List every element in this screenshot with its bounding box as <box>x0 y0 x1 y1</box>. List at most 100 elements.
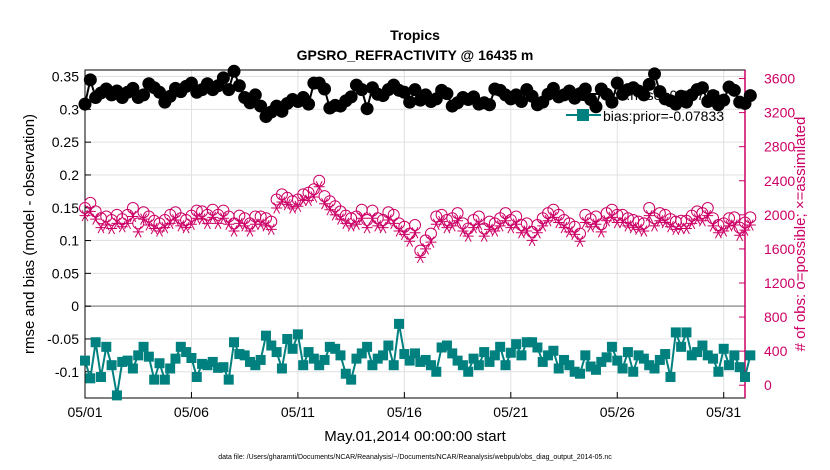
bias-point <box>404 355 415 366</box>
grid <box>84 70 745 398</box>
obs-possible-point <box>382 206 395 219</box>
bias-point <box>644 360 655 371</box>
bias-point <box>612 355 623 366</box>
obs-assimilated-point <box>649 220 661 232</box>
obs-assimilated-point <box>537 220 549 232</box>
bias-point <box>660 349 671 360</box>
obs-assimilated-point <box>515 226 527 239</box>
bias-point <box>415 356 426 367</box>
bias-point <box>692 347 703 358</box>
y2-tick-label: 2800 <box>764 139 795 155</box>
obs-assimilated-point <box>728 219 740 231</box>
x-tick-label: 05/01 <box>67 404 102 420</box>
obs-assimilated-point <box>308 191 320 203</box>
chart-title: Tropics <box>390 27 440 43</box>
obs-assimilated-point <box>420 243 432 255</box>
obs-possible-point <box>366 204 379 217</box>
obs-assimilated-point <box>329 209 341 221</box>
y2-tick-label: 2400 <box>764 173 795 189</box>
bias-point <box>197 358 208 369</box>
bias-point <box>729 350 740 361</box>
y-tick-label: 0.2 <box>60 167 80 183</box>
bias-point <box>356 348 367 359</box>
obs-assimilated-point <box>255 218 267 230</box>
obs-possible-point <box>728 211 741 224</box>
obs-assimilated-point <box>595 226 607 238</box>
bias-point <box>271 347 282 358</box>
obs-assimilated-point <box>404 235 416 247</box>
footer-data-file: data file: /Users/gharamti/Documents/NCA… <box>218 454 612 461</box>
obs-possible-point <box>472 210 485 223</box>
bias-point <box>676 341 687 352</box>
bias-point <box>287 343 298 354</box>
y2-tick-label: 1600 <box>764 241 795 257</box>
rmse-point <box>318 82 332 96</box>
obs-possible-point <box>701 202 714 215</box>
obs-possible-point <box>190 204 203 217</box>
obs-assimilated-point <box>606 211 618 224</box>
bias-point <box>457 360 468 371</box>
obs-possible-point <box>653 207 666 220</box>
bias-point <box>436 342 447 353</box>
rmse-point <box>610 76 624 90</box>
rmse-point <box>403 95 417 109</box>
bias-point <box>441 340 452 351</box>
x-axis-ticks: 05/01 05/06 05/11 05/16 05/21 05/26 05/31 <box>67 392 741 420</box>
bias-point <box>340 368 351 379</box>
obs-assimilated-point <box>452 215 464 227</box>
y2-tick-label: 1200 <box>764 275 795 291</box>
obs-assimilated-point <box>319 198 331 210</box>
bias-point <box>319 354 330 365</box>
rmse-point <box>440 87 454 101</box>
y2-tick-label: 400 <box>764 343 788 359</box>
rmse-point <box>717 93 731 107</box>
bias-point <box>367 360 378 371</box>
obs-assimilated-point <box>212 217 224 230</box>
bias-point <box>590 364 601 375</box>
obs-assimilated-point <box>499 215 511 227</box>
bias-point <box>489 350 500 361</box>
bias-point <box>383 340 394 351</box>
y-tick-label: 0.15 <box>52 200 79 216</box>
bias-point <box>223 374 234 385</box>
bias-point <box>543 350 554 361</box>
obs-assimilated-point <box>313 180 325 193</box>
obs-assimilated-point <box>553 216 565 229</box>
bias-point <box>622 347 633 358</box>
obs-assimilated-point <box>744 219 756 231</box>
obs-assimilated-point <box>712 226 724 239</box>
obs-assimilated-point <box>132 226 144 238</box>
bias-point <box>133 350 144 361</box>
obs-possible-point <box>643 202 656 215</box>
obs-possible-point <box>691 205 704 218</box>
rmse-point <box>302 97 316 111</box>
y2-axis-label: # of obs: o=possible; ×=assimilated <box>792 117 809 352</box>
rmse-point <box>344 90 358 104</box>
bias-point <box>553 363 564 374</box>
bias-point <box>718 343 729 354</box>
bias-point <box>138 341 149 352</box>
x-tick-label: 05/06 <box>174 404 209 420</box>
obs-assimilated-point <box>324 203 336 216</box>
y2-axis-ticks: 0 400 800 1200 1600 2000 2400 2800 3200 3600 <box>739 70 795 398</box>
bias-point <box>234 349 245 360</box>
x-tick-label: 05/16 <box>387 404 422 420</box>
bias-point <box>708 353 719 364</box>
bias-point <box>564 360 575 371</box>
obs-assimilated-point <box>484 223 496 236</box>
obs-assimilated-point <box>271 202 283 214</box>
obs-assimilated-point <box>643 209 655 222</box>
obs-assimilated-point <box>350 218 362 230</box>
bias-point <box>372 353 383 364</box>
bias-point <box>191 372 202 383</box>
obs-assimilated-point <box>569 228 581 241</box>
bias-point <box>260 330 271 341</box>
bias-point <box>580 350 591 361</box>
bias-point <box>724 360 735 371</box>
y2-tick-label: 2000 <box>764 207 795 223</box>
obs-assimilated-point <box>478 230 490 242</box>
bias-point <box>378 350 389 361</box>
obs-assimilated-point <box>356 212 368 224</box>
bias-point <box>399 349 410 360</box>
obs-assimilated-point <box>526 234 538 247</box>
